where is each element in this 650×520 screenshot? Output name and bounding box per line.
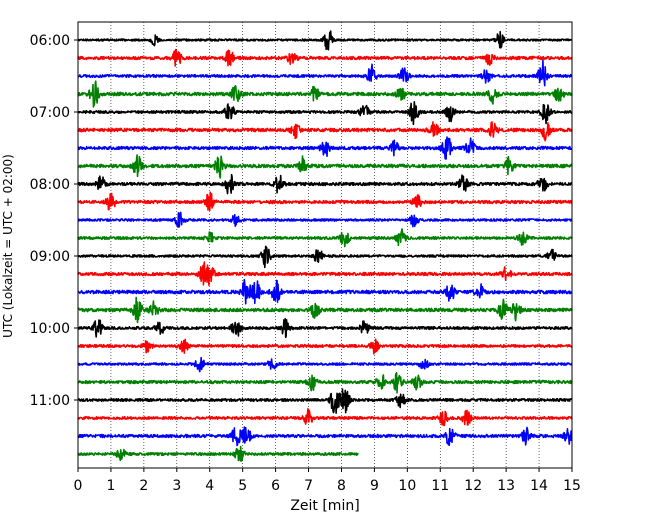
trace-1045 bbox=[77, 372, 573, 394]
x-tick-label-13: 13 bbox=[497, 478, 515, 494]
y-tick-label-10:00: 10:00 bbox=[30, 321, 70, 337]
trace-0915 bbox=[77, 261, 573, 287]
trace-0615 bbox=[77, 48, 573, 67]
y-axis-ticks: 06:00 07:00 08:00 09:00 10:00 11:00 bbox=[30, 33, 78, 409]
x-tick-label-15: 15 bbox=[563, 478, 581, 494]
trace-0745 bbox=[77, 154, 573, 179]
trace-0945 bbox=[77, 296, 573, 324]
grid-lines bbox=[110, 22, 540, 468]
x-tick-label-12: 12 bbox=[464, 478, 482, 494]
y-axis-label: UTC (Lokalzeit = UTC + 02:00) bbox=[1, 154, 15, 338]
x-tick-label-0: 0 bbox=[74, 478, 83, 494]
y-tick-label-11:00: 11:00 bbox=[30, 393, 70, 409]
trace-0730 bbox=[77, 136, 573, 160]
x-tick-label-9: 9 bbox=[370, 478, 379, 494]
trace-0600 bbox=[77, 30, 573, 51]
trace-1030 bbox=[77, 356, 573, 373]
plot-frame bbox=[77, 21, 573, 469]
trace-1115 bbox=[77, 407, 573, 427]
x-tick-label-10: 10 bbox=[398, 478, 416, 494]
trace-0845 bbox=[77, 228, 573, 248]
x-tick-label-3: 3 bbox=[172, 478, 181, 494]
trace-1130 bbox=[77, 426, 573, 447]
trace-0830 bbox=[77, 211, 573, 228]
x-tick-label-5: 5 bbox=[238, 478, 247, 494]
trace-1100 bbox=[77, 388, 573, 414]
trace-0930 bbox=[77, 278, 573, 305]
trace-0645 bbox=[77, 80, 573, 108]
trace-1015 bbox=[77, 338, 573, 355]
x-tick-label-7: 7 bbox=[304, 478, 313, 494]
y-tick-label-06:00: 06:00 bbox=[30, 33, 70, 49]
x-axis-label: Zeit [min] bbox=[290, 498, 359, 514]
y-tick-label-09:00: 09:00 bbox=[30, 249, 70, 265]
x-tick-label-8: 8 bbox=[337, 478, 346, 494]
x-tick-label-11: 11 bbox=[431, 478, 449, 494]
trace-0630 bbox=[77, 59, 573, 87]
seismic-traces bbox=[77, 30, 573, 462]
x-tick-label-1: 1 bbox=[106, 478, 115, 494]
trace-0800 bbox=[77, 173, 573, 195]
y-tick-label-08:00: 08:00 bbox=[30, 177, 70, 193]
x-tick-label-6: 6 bbox=[271, 478, 280, 494]
trace-1145 bbox=[77, 445, 359, 462]
x-tick-label-14: 14 bbox=[530, 478, 548, 494]
y-tick-label-07:00: 07:00 bbox=[30, 105, 70, 121]
x-axis-ticks: 0 1 2 3 4 5 6 7 8 9 10 11 12 13 14 15 bbox=[74, 468, 581, 494]
x-tick-label-4: 4 bbox=[205, 478, 214, 494]
trace-0900 bbox=[77, 245, 573, 269]
x-tick-label-2: 2 bbox=[139, 478, 148, 494]
trace-1000 bbox=[77, 317, 573, 339]
trace-0715 bbox=[77, 121, 573, 142]
trace-0815 bbox=[77, 191, 573, 212]
trace-0700 bbox=[77, 100, 573, 126]
